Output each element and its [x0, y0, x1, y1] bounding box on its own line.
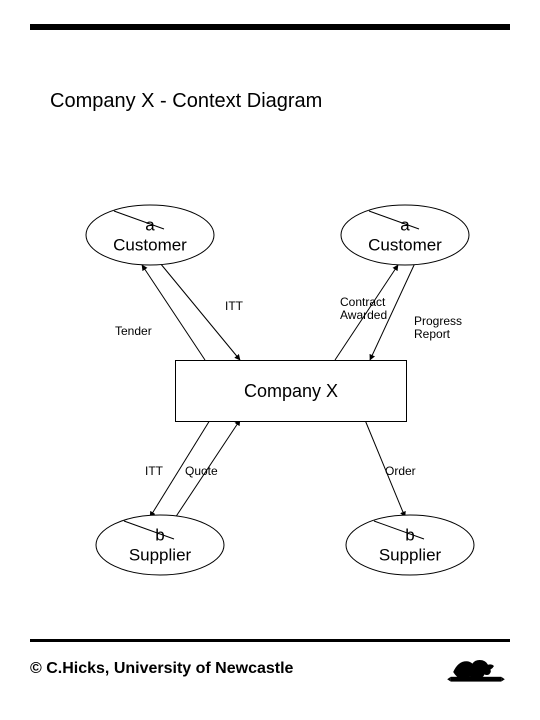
top-rule — [30, 24, 510, 30]
entity-supplier-right: b Supplier — [379, 525, 441, 564]
page: Company X - Context Diagram Company X a … — [0, 0, 540, 720]
page-title: Company X - Context Diagram — [50, 90, 322, 113]
edge-label-order: Order — [385, 465, 416, 478]
crest-icon — [446, 648, 506, 684]
entity-customer-left: a Customer — [113, 215, 187, 254]
edge-label-progress-report: Progress Report — [414, 315, 462, 341]
process-company-x: Company X — [175, 360, 407, 422]
edge-label-tender: Tender — [115, 325, 152, 338]
edge-label-contract-awarded: Contract Awarded — [340, 296, 387, 322]
footer-text: © C.Hicks, University of Newcastle — [30, 660, 293, 678]
edge-label-quote: Quote — [185, 465, 218, 478]
process-label: Company X — [244, 381, 338, 402]
bottom-rule — [30, 639, 510, 642]
entity-supplier-left: b Supplier — [129, 525, 191, 564]
edge-label-itt-out: ITT — [145, 465, 163, 478]
entity-customer-right: a Customer — [368, 215, 442, 254]
edge-label-itt-in: ITT — [225, 300, 243, 313]
